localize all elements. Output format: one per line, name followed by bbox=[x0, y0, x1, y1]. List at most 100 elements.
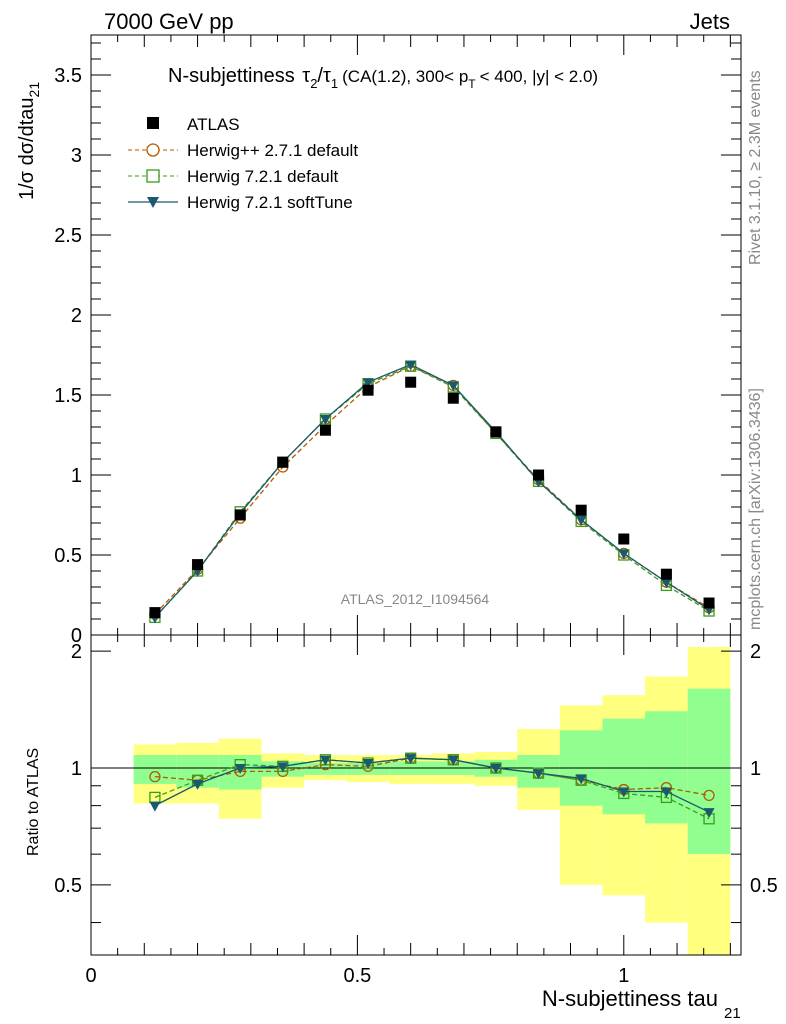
x-axis-label: N-subjettiness tau bbox=[542, 986, 718, 1011]
y-tick-label: 0 bbox=[71, 625, 82, 647]
ratio-tick-label-left: 2 bbox=[71, 641, 82, 663]
green-band-bin bbox=[133, 755, 177, 784]
atlas-data-point bbox=[319, 424, 331, 436]
atlas-data-point bbox=[277, 456, 289, 468]
ratio-point bbox=[490, 763, 502, 774]
ratio-plot-frame bbox=[90, 634, 742, 956]
legend-atlas-label: ATLAS bbox=[187, 115, 240, 134]
ratio-point bbox=[575, 774, 587, 785]
series-point bbox=[618, 549, 630, 560]
y-tick-label: 2.5 bbox=[54, 225, 82, 247]
atlas-data-point bbox=[618, 533, 630, 545]
atlas-data-point bbox=[490, 426, 502, 438]
ratio-point bbox=[703, 808, 715, 819]
atlas-data-point bbox=[660, 568, 672, 580]
legend-herwig7-softtune-marker bbox=[147, 197, 159, 208]
ratio-y-label: Ratio to ATLAS bbox=[25, 748, 42, 856]
green-band-bin bbox=[602, 718, 646, 815]
ratio-point bbox=[405, 754, 417, 765]
atlas-data-point bbox=[149, 607, 161, 619]
data-series bbox=[149, 360, 715, 624]
title-tau2: τ bbox=[302, 65, 310, 87]
green-band-bin bbox=[687, 688, 731, 855]
x-tick-label: 0 bbox=[85, 965, 96, 987]
ratio-tick-label-left: 1 bbox=[71, 758, 82, 780]
x-tick-label: 1 bbox=[618, 965, 629, 987]
y-axis-label-sub: 21 bbox=[26, 82, 42, 98]
atlas-data-point bbox=[575, 504, 587, 516]
ratio-series bbox=[149, 752, 715, 825]
green-band-bin bbox=[645, 711, 688, 824]
legend-herwigpp-marker bbox=[146, 143, 160, 157]
atlas-data-point bbox=[405, 376, 417, 388]
title-tau1: τ bbox=[323, 65, 331, 87]
header-left: 7000 GeV pp bbox=[104, 9, 234, 34]
legend-atlas-marker bbox=[147, 117, 159, 129]
atlas-data-point bbox=[703, 597, 715, 609]
series-point bbox=[575, 515, 587, 526]
atlas-data-point bbox=[234, 509, 246, 521]
x-axis-label-main: N-subjettiness tau bbox=[542, 986, 718, 1011]
ratio-point bbox=[533, 769, 545, 780]
header-right: Jets bbox=[690, 9, 730, 34]
uncertainty-bands bbox=[133, 646, 731, 955]
y-axis-label-main: 1/σ dσ/dtau bbox=[16, 97, 38, 200]
ratio-tick-label-right: 2 bbox=[750, 641, 761, 663]
y-tick-label: 3.5 bbox=[54, 65, 82, 87]
series-line-3 bbox=[154, 363, 710, 618]
legend-herwig7-default-label: Herwig 7.2.1 default bbox=[187, 167, 338, 186]
ratio-line-1 bbox=[154, 757, 710, 797]
x-axis-label-sub: 21 bbox=[724, 1005, 741, 1022]
series-point bbox=[319, 415, 331, 425]
ratio-point bbox=[618, 787, 630, 798]
series-point bbox=[362, 378, 374, 389]
chart-title: N-subjettiness τ2/τ1 (CA(1.2), 300< pT < 4… bbox=[168, 65, 598, 91]
legend: ATLAS Herwig++ 2.7.1 default Herwig 7.2.… bbox=[128, 115, 358, 212]
ratio-point bbox=[192, 779, 204, 790]
ratio-point bbox=[234, 763, 246, 774]
ratio-point bbox=[319, 755, 331, 766]
title-slash: / bbox=[317, 65, 323, 87]
atlas-data-point bbox=[447, 392, 459, 404]
title-subT: T bbox=[468, 77, 476, 91]
ratio-tick-label-left: 0.5 bbox=[54, 875, 82, 897]
y-tick-label: 2 bbox=[71, 305, 82, 327]
ratio-point bbox=[362, 759, 374, 770]
title-sub1: 1 bbox=[331, 76, 338, 91]
y-axis-label: 1/σ dσ/dtau21 bbox=[16, 82, 42, 200]
mcplots-label: mcplots.cern.ch [arXiv:1306.3436] bbox=[747, 388, 764, 630]
tick-labels: 0 0.5 100.511.522.533.50.5 0.51 12 2 bbox=[54, 65, 778, 987]
legend-herwig7-softtune-label: Herwig 7.2.1 softTune bbox=[187, 193, 353, 212]
svg-text:1/σ dσ/dtau21: 1/σ dσ/dtau21 bbox=[16, 82, 42, 200]
ratio-point bbox=[277, 762, 289, 773]
ratio-line-3 bbox=[154, 757, 710, 813]
analysis-watermark: ATLAS_2012_I1094564 bbox=[341, 591, 490, 607]
green-band-bin bbox=[304, 763, 347, 775]
title-main: N-subjettiness bbox=[168, 65, 295, 87]
ratio-tick-label-right: 0.5 bbox=[750, 875, 778, 897]
atlas-data-point bbox=[533, 469, 545, 481]
y-tick-label: 0.5 bbox=[54, 545, 82, 567]
ratio-point bbox=[149, 801, 161, 812]
title-rest1: (CA(1.2), 300< p bbox=[342, 67, 468, 86]
ratio-tick-label-right: 1 bbox=[750, 758, 761, 780]
series-line-2 bbox=[154, 365, 710, 618]
rivet-label: Rivet 3.1.10, ≥ 2.3M events bbox=[747, 70, 764, 265]
y-tick-label: 1 bbox=[71, 465, 82, 487]
ratio-point bbox=[703, 789, 715, 802]
title-rest2: < 400, |y| < 2.0) bbox=[480, 67, 598, 86]
series-line-1 bbox=[154, 365, 710, 615]
series-point bbox=[447, 381, 459, 392]
y-tick-label: 3 bbox=[71, 145, 82, 167]
atlas-data-point bbox=[362, 384, 374, 396]
ratio-point bbox=[447, 755, 459, 766]
legend-herwig7-default-marker bbox=[146, 169, 160, 183]
y-tick-label: 1.5 bbox=[54, 385, 82, 407]
legend-herwigpp-label: Herwig++ 2.7.1 default bbox=[187, 141, 358, 160]
series-point bbox=[660, 578, 672, 589]
title-sub2: 2 bbox=[310, 76, 317, 91]
ratio-point bbox=[660, 787, 672, 798]
atlas-data-point bbox=[192, 559, 204, 571]
ratio-point bbox=[149, 770, 161, 783]
